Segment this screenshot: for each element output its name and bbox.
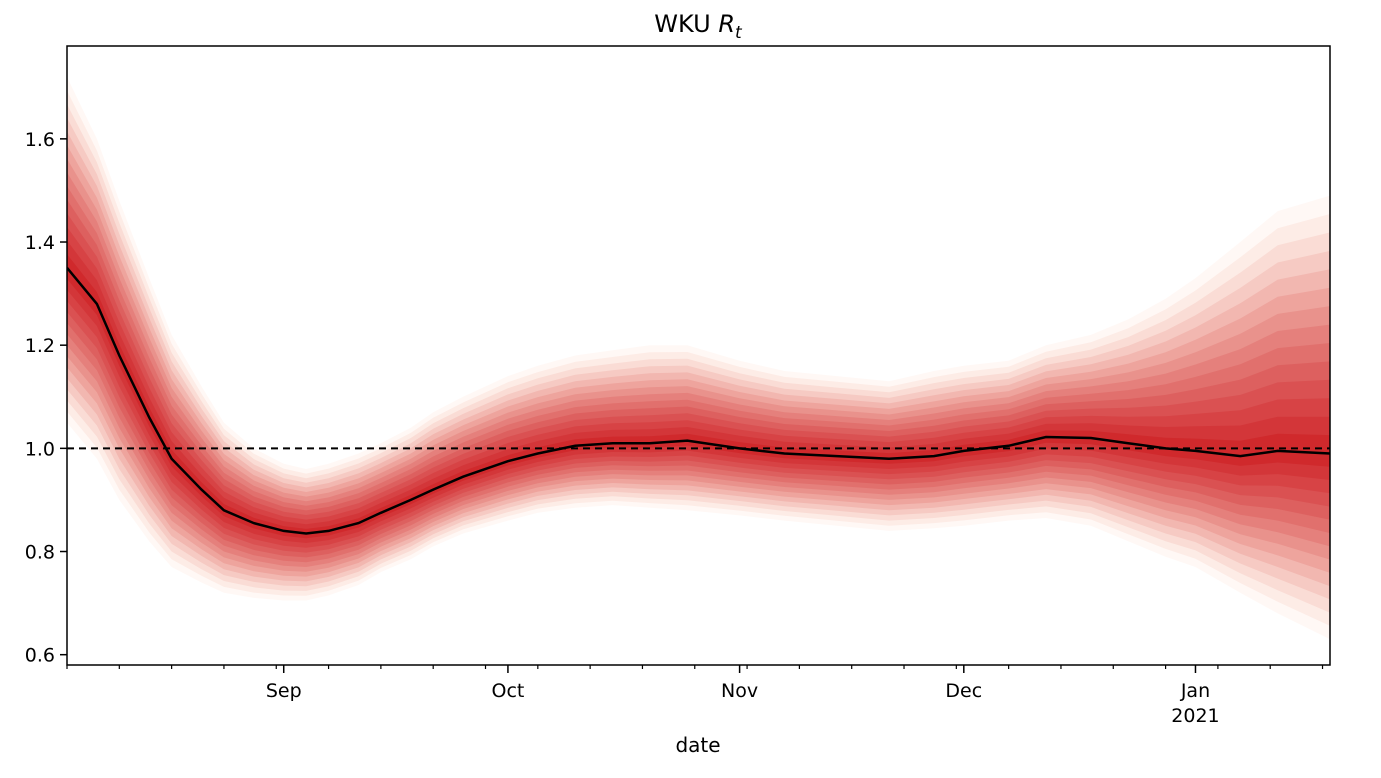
y-tick-label: 1.4	[25, 232, 55, 254]
credible-interval-bands	[67, 77, 1330, 640]
y-tick-label: 0.6	[25, 645, 55, 667]
y-tick-label: 1.2	[25, 335, 55, 357]
x-axis-label: date	[675, 733, 720, 757]
chart-title-math: R	[718, 10, 735, 38]
x-tick-label: Dec	[945, 680, 982, 702]
x-tick-label: Nov	[721, 680, 758, 702]
band-level-11	[67, 117, 1330, 600]
x-tick-sublabel: 2021	[1171, 705, 1219, 727]
chart-title: WKU Rt	[654, 10, 743, 43]
x-tick-label: Oct	[491, 680, 524, 702]
y-tick-label: 1.6	[25, 129, 55, 151]
median-line	[67, 267, 1330, 535]
y-axis: 0.6 0.8 1.0 1.2 1.4 1.6	[25, 129, 67, 667]
chart-title-text: WKU	[654, 10, 710, 38]
x-tick-label: Sep	[266, 680, 302, 702]
plot-frame	[66, 45, 1331, 666]
band-level-5	[67, 199, 1330, 558]
x-axis: Sep Oct Nov Dec Jan 2021	[66, 665, 1324, 727]
y-tick-label: 1.0	[25, 438, 55, 460]
y-tick-label: 0.8	[25, 542, 55, 564]
x-tick-label: Jan	[1180, 680, 1210, 702]
chart-title-subscript: t	[735, 23, 743, 43]
